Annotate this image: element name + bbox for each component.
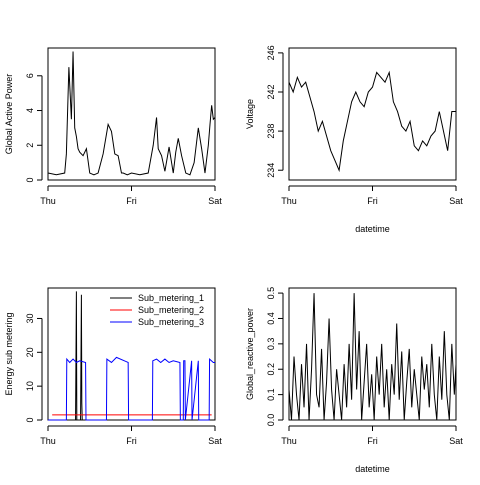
y-tick-label: 242 (266, 84, 276, 99)
global-active-power-chart: Thu Fri Sat 0 2 4 6 Global Active Power (4, 47, 222, 206)
x-axis-title: datetime (355, 224, 390, 234)
x-tick-label: Sat (449, 196, 463, 206)
data-series-line (288, 293, 457, 421)
y-tick-label: 4 (25, 108, 35, 113)
x-tick-label: Fri (367, 436, 378, 446)
y-tick-label: 0 (25, 177, 35, 182)
x-tick-label: Thu (40, 436, 56, 446)
y-tick-label: 0.5 (266, 287, 276, 300)
y-axis-title: Energy sub metering (4, 312, 14, 395)
y-tick-label: 0 (25, 417, 35, 422)
legend-label: Sub_metering_2 (138, 305, 204, 315)
y-tick-label: 10 (25, 381, 35, 391)
y-tick-label: 2 (25, 143, 35, 148)
y-tick-label: 0.2 (266, 363, 276, 376)
plot-frame (288, 287, 457, 421)
y-axis-title: Global_reactive_power (245, 308, 255, 400)
y-tick-label: 0.0 (266, 414, 276, 427)
sub-metering-3-series-line (48, 356, 215, 421)
x-tick-label: Fri (126, 436, 137, 446)
legend-label: Sub_metering_1 (138, 293, 204, 303)
y-tick-label: 20 (25, 347, 35, 357)
y-tick-label: 246 (266, 45, 276, 60)
y-tick-label: 238 (266, 124, 276, 139)
x-tick-label: Thu (281, 436, 297, 446)
x-tick-label: Sat (449, 436, 463, 446)
y-tick-label: 0.3 (266, 338, 276, 351)
x-axis-title: datetime (355, 464, 390, 474)
y-tick-label: 0.1 (266, 388, 276, 401)
legend-label: Sub_metering_3 (138, 317, 204, 327)
x-tick-label: Fri (367, 196, 378, 206)
x-tick-label: Fri (126, 196, 137, 206)
y-axis-title: Voltage (245, 99, 255, 129)
y-axis-title: Global Active Power (4, 74, 14, 155)
y-tick-label: 234 (266, 163, 276, 178)
y-tick-label: 6 (25, 73, 35, 78)
x-tick-label: Thu (40, 196, 56, 206)
x-tick-label: Sat (208, 196, 222, 206)
x-tick-label: Thu (281, 196, 297, 206)
data-series-line (47, 51, 216, 176)
y-tick-label: 0.4 (266, 312, 276, 325)
voltage-chart: Thu Fri Sat 234 238 242 246 Voltage datetime (245, 45, 463, 234)
energy-sub-metering-chart: Thu Fri Sat 0 10 20 30 Energy sub metering Sub_m… (4, 287, 222, 446)
data-series-line (288, 70, 456, 173)
global-reactive-power-chart: Thu Fri Sat 0.0 0.1 0.2 0.3 0.4 0.5 Global_reacti… (245, 287, 463, 474)
plot-frame (288, 47, 457, 181)
plot-frame (47, 47, 216, 181)
sub-metering-1-series-line (48, 291, 215, 421)
x-tick-label: Sat (208, 436, 222, 446)
y-tick-label: 30 (25, 313, 35, 323)
